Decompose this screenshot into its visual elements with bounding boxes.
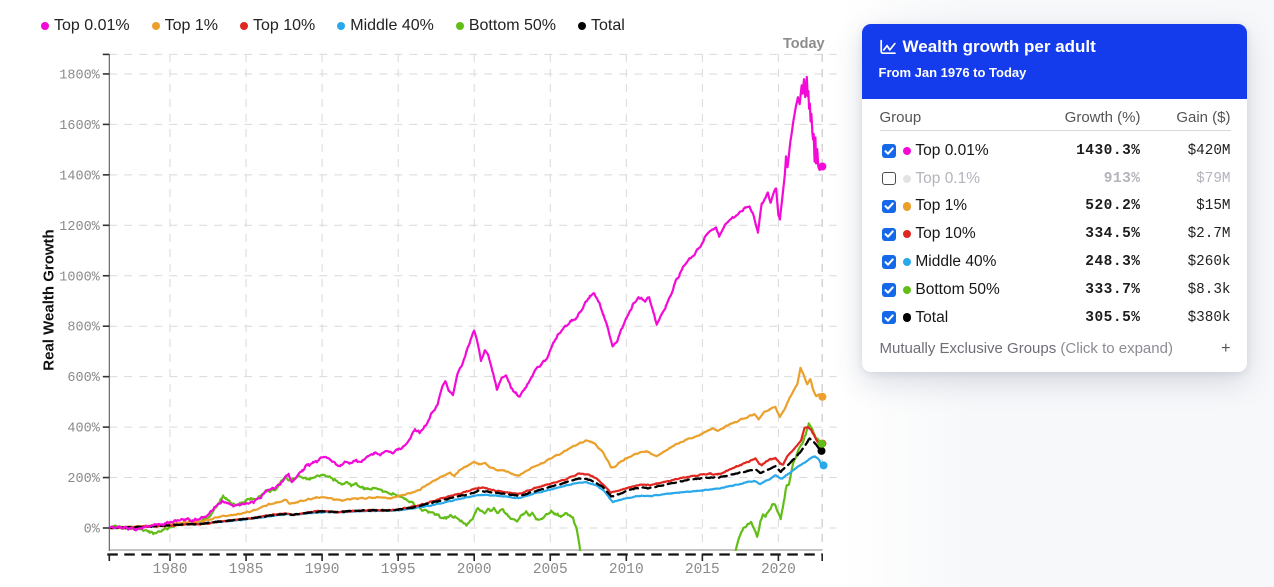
svg-text:1980: 1980 [153,562,188,578]
svg-text:400%: 400% [67,422,100,437]
svg-text:2010: 2010 [609,562,644,578]
svg-text:1800%: 1800% [59,68,100,83]
svg-text:2000: 2000 [457,562,492,578]
svg-text:1990: 1990 [305,562,340,578]
svg-text:600%: 600% [67,371,100,386]
svg-text:200%: 200% [67,472,100,487]
svg-text:1200%: 1200% [59,220,100,235]
svg-text:800%: 800% [67,321,100,336]
svg-text:1600%: 1600% [59,119,100,134]
svg-text:2015: 2015 [685,562,720,578]
svg-text:2020: 2020 [761,562,796,578]
svg-text:2005: 2005 [533,562,568,578]
svg-text:1400%: 1400% [59,169,100,184]
svg-text:1000%: 1000% [59,270,100,285]
svg-text:0%: 0% [84,523,101,538]
svg-text:1995: 1995 [381,562,416,578]
svg-text:1985: 1985 [229,562,264,578]
